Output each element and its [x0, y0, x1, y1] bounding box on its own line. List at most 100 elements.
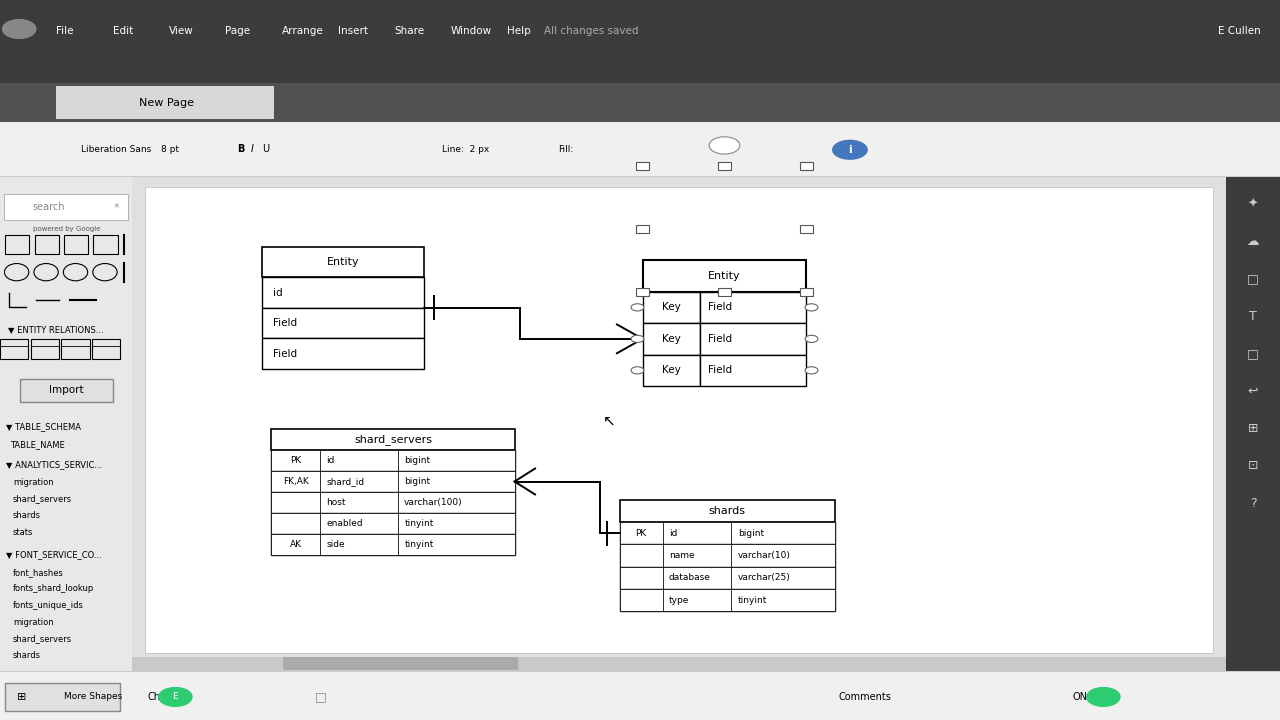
Circle shape [159, 688, 192, 706]
Text: font_hashes: font_hashes [13, 568, 64, 577]
Bar [718, 288, 731, 296]
Circle shape [805, 336, 818, 343]
FancyBboxPatch shape [620, 522, 835, 544]
FancyBboxPatch shape [398, 450, 515, 471]
FancyBboxPatch shape [620, 589, 835, 611]
Text: ↖: ↖ [603, 414, 616, 428]
FancyBboxPatch shape [731, 567, 835, 589]
Bar [636, 288, 649, 296]
FancyBboxPatch shape [271, 471, 515, 492]
Text: varchar(25): varchar(25) [737, 573, 791, 582]
FancyBboxPatch shape [320, 450, 398, 471]
Text: varchar(100): varchar(100) [404, 498, 463, 507]
Text: ⊞: ⊞ [1248, 422, 1258, 435]
Text: Insert: Insert [338, 27, 367, 37]
Text: name: name [669, 551, 695, 560]
FancyBboxPatch shape [271, 534, 515, 555]
Text: Arrange: Arrange [282, 27, 324, 37]
Text: View: View [169, 27, 193, 37]
Text: shards: shards [709, 506, 745, 516]
Text: id: id [326, 456, 335, 465]
Circle shape [631, 366, 644, 374]
FancyBboxPatch shape [5, 683, 120, 711]
FancyBboxPatch shape [643, 292, 700, 323]
Text: shards: shards [13, 651, 41, 660]
Bar [92, 339, 120, 359]
FancyBboxPatch shape [0, 122, 1280, 176]
Text: □: □ [1247, 272, 1260, 285]
Text: ☁: ☁ [1247, 235, 1260, 248]
Circle shape [805, 304, 818, 311]
Text: PK: PK [635, 528, 646, 538]
FancyBboxPatch shape [398, 471, 515, 492]
Text: ▼ FONT_SERVICE_CO...: ▼ FONT_SERVICE_CO... [6, 550, 102, 559]
Bar [636, 225, 649, 233]
Text: Help: Help [507, 27, 531, 37]
Text: ▼ ENTITY RELATIONS...: ▼ ENTITY RELATIONS... [8, 325, 104, 333]
Text: ⊞: ⊞ [17, 692, 26, 702]
FancyBboxPatch shape [271, 492, 515, 513]
Text: type: type [669, 595, 690, 605]
FancyBboxPatch shape [663, 589, 731, 611]
FancyBboxPatch shape [700, 355, 806, 386]
Text: tinyint: tinyint [404, 519, 434, 528]
Text: Page: Page [225, 27, 251, 37]
FancyBboxPatch shape [620, 544, 835, 567]
Circle shape [1087, 688, 1120, 706]
Text: tinyint: tinyint [404, 540, 434, 549]
Text: File: File [56, 27, 74, 37]
FancyBboxPatch shape [0, 0, 1280, 83]
Text: Field: Field [273, 318, 297, 328]
Text: Share: Share [394, 27, 425, 37]
FancyBboxPatch shape [398, 492, 515, 513]
Text: I: I [251, 145, 253, 154]
FancyBboxPatch shape [4, 194, 128, 220]
Text: Line:  2 px: Line: 2 px [442, 145, 489, 154]
Text: ON: ON [1073, 692, 1088, 702]
Text: Field: Field [273, 348, 297, 359]
Text: All changes saved: All changes saved [544, 27, 639, 37]
Text: Field: Field [708, 365, 732, 375]
Text: host: host [326, 498, 346, 507]
Text: id: id [669, 528, 677, 538]
Circle shape [709, 137, 740, 154]
FancyBboxPatch shape [663, 567, 731, 589]
FancyBboxPatch shape [283, 657, 518, 670]
Text: Field: Field [708, 334, 732, 344]
Circle shape [3, 19, 36, 38]
Bar [800, 288, 813, 296]
Text: shard_servers: shard_servers [13, 634, 72, 643]
Text: Key: Key [662, 302, 681, 312]
FancyBboxPatch shape [145, 187, 1213, 653]
Circle shape [631, 336, 644, 343]
FancyBboxPatch shape [132, 176, 1226, 671]
Text: ✦: ✦ [1248, 197, 1258, 210]
Text: U: U [262, 145, 270, 154]
Text: bigint: bigint [404, 477, 430, 486]
FancyBboxPatch shape [20, 379, 113, 402]
FancyBboxPatch shape [700, 323, 806, 355]
Text: i: i [849, 145, 851, 155]
FancyBboxPatch shape [262, 338, 424, 369]
FancyBboxPatch shape [0, 83, 1280, 122]
Circle shape [832, 140, 868, 160]
FancyBboxPatch shape [643, 355, 700, 386]
Text: Import: Import [49, 385, 84, 395]
FancyBboxPatch shape [271, 429, 515, 450]
Text: fonts_unique_ids: fonts_unique_ids [13, 601, 83, 610]
Text: bigint: bigint [404, 456, 430, 465]
Text: ✕: ✕ [113, 204, 119, 210]
Text: New Page: New Page [140, 98, 193, 107]
FancyBboxPatch shape [731, 544, 835, 567]
FancyBboxPatch shape [1226, 176, 1280, 720]
Text: TABLE_NAME: TABLE_NAME [10, 440, 65, 449]
Circle shape [805, 366, 818, 374]
Text: ?: ? [1249, 497, 1257, 510]
FancyBboxPatch shape [663, 522, 731, 544]
FancyBboxPatch shape [56, 86, 274, 119]
Text: Key: Key [662, 334, 681, 344]
Text: Entity: Entity [708, 271, 741, 281]
Text: E: E [173, 693, 178, 701]
Text: powered by Google: powered by Google [33, 226, 100, 232]
Text: Fill:: Fill: [558, 145, 573, 154]
